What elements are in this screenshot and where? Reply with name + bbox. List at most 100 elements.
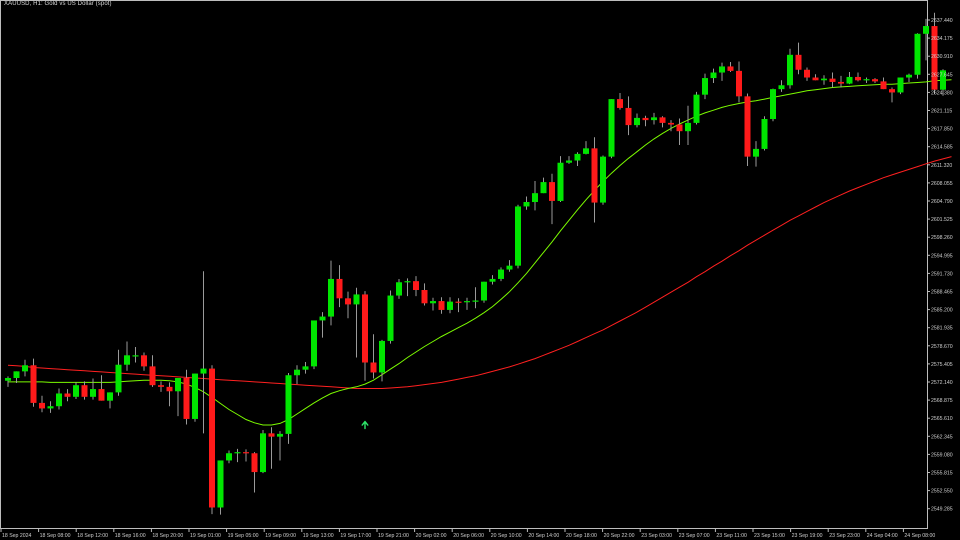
candle-body (659, 117, 666, 123)
candle-body (906, 74, 912, 78)
candle (540, 177, 547, 194)
candle (863, 77, 870, 84)
candle-body (634, 117, 640, 126)
candle (387, 290, 394, 344)
candle (22, 359, 28, 377)
candle-body (498, 269, 504, 279)
candle (455, 298, 462, 313)
candle (294, 365, 300, 385)
candle-body (872, 79, 878, 82)
candle-body (625, 107, 632, 126)
candle-body (353, 294, 360, 305)
candle-body (591, 148, 598, 203)
candle (438, 297, 445, 314)
candle-body (676, 124, 683, 132)
candle-body (795, 54, 802, 70)
candle (702, 73, 708, 100)
candle (761, 116, 768, 151)
signal-arrows (361, 420, 369, 430)
candle (523, 196, 530, 210)
candle-body (379, 340, 385, 373)
price-label: 2575.405 (931, 362, 953, 368)
candle-body (889, 89, 895, 93)
price-label: 2614.585 (931, 145, 953, 151)
candle (676, 118, 683, 146)
candle (498, 267, 504, 282)
candle-body (455, 301, 462, 303)
candle (464, 297, 470, 310)
candle (413, 276, 419, 297)
candle (209, 365, 215, 515)
price-label: 2578.670 (931, 344, 953, 350)
price-label: 2627.645 (931, 72, 953, 78)
time-label: 18 Sep 12:00 (77, 533, 108, 539)
candle (736, 61, 742, 103)
candle-body (5, 377, 11, 381)
candle (889, 87, 895, 103)
moving-average-slow (7, 156, 952, 389)
candle (81, 381, 88, 400)
candle (447, 297, 453, 314)
candle-body (506, 265, 513, 270)
candle-body (719, 66, 725, 73)
candle-body (540, 182, 547, 194)
candle-body (175, 377, 181, 392)
candle (821, 75, 827, 85)
candle (124, 341, 130, 371)
candle (90, 378, 96, 400)
candle-body (311, 320, 317, 367)
price-label: 2624.380 (931, 90, 953, 96)
candle (940, 69, 946, 96)
price-label: 2581.935 (931, 326, 953, 332)
candle-body (566, 160, 572, 163)
price-axis[interactable]: 2637.440 2634.175 2630.910 2627.645 2624.380… (927, 18, 953, 513)
candle (47, 401, 54, 413)
candle (906, 73, 912, 82)
candle (183, 369, 190, 425)
candle-body (158, 385, 164, 387)
candle-body (693, 94, 700, 123)
time-label: 23 Sep 07:00 (679, 533, 710, 539)
time-axis[interactable]: 18 Sep 2024 18 Sep 08:00 18 Sep 12:00 18 Se… (0, 529, 935, 539)
time-label: 18 Sep 20:00 (152, 533, 183, 539)
candle-body (30, 365, 37, 403)
candle-body (98, 389, 105, 401)
candle-body (727, 66, 734, 71)
price-label: 2549.285 (931, 507, 953, 513)
candle-body (141, 355, 147, 367)
candle (685, 105, 691, 146)
candle-body (430, 301, 436, 304)
price-label: 2634.175 (931, 36, 953, 42)
candle (914, 33, 921, 79)
candle (260, 430, 266, 474)
candle-body (438, 301, 445, 310)
price-label: 2591.730 (931, 271, 953, 277)
candle-body (13, 371, 20, 378)
candle (838, 75, 844, 88)
candle-body (914, 33, 921, 75)
ma-slow-line (7, 156, 952, 389)
time-label: 24 Sep 04:00 (867, 533, 898, 539)
candle-body (81, 385, 88, 397)
candle (574, 152, 581, 167)
candle (5, 376, 11, 387)
price-label: 2594.995 (931, 253, 953, 259)
candle-body (421, 290, 428, 304)
candle-body (447, 301, 453, 310)
candle-body (226, 453, 232, 461)
price-label: 2588.465 (931, 290, 953, 296)
candle (200, 271, 207, 434)
candle-body (132, 355, 139, 357)
time-label: 18 Sep 08:00 (40, 533, 71, 539)
candle-body (192, 373, 198, 419)
candle-body (821, 78, 827, 81)
candle-body (319, 316, 326, 321)
candle (693, 91, 700, 125)
price-label: 2608.055 (931, 181, 953, 187)
time-label: 19 Sep 01:00 (190, 533, 221, 539)
candle (727, 62, 734, 72)
candle (404, 278, 411, 297)
candle (651, 112, 657, 125)
